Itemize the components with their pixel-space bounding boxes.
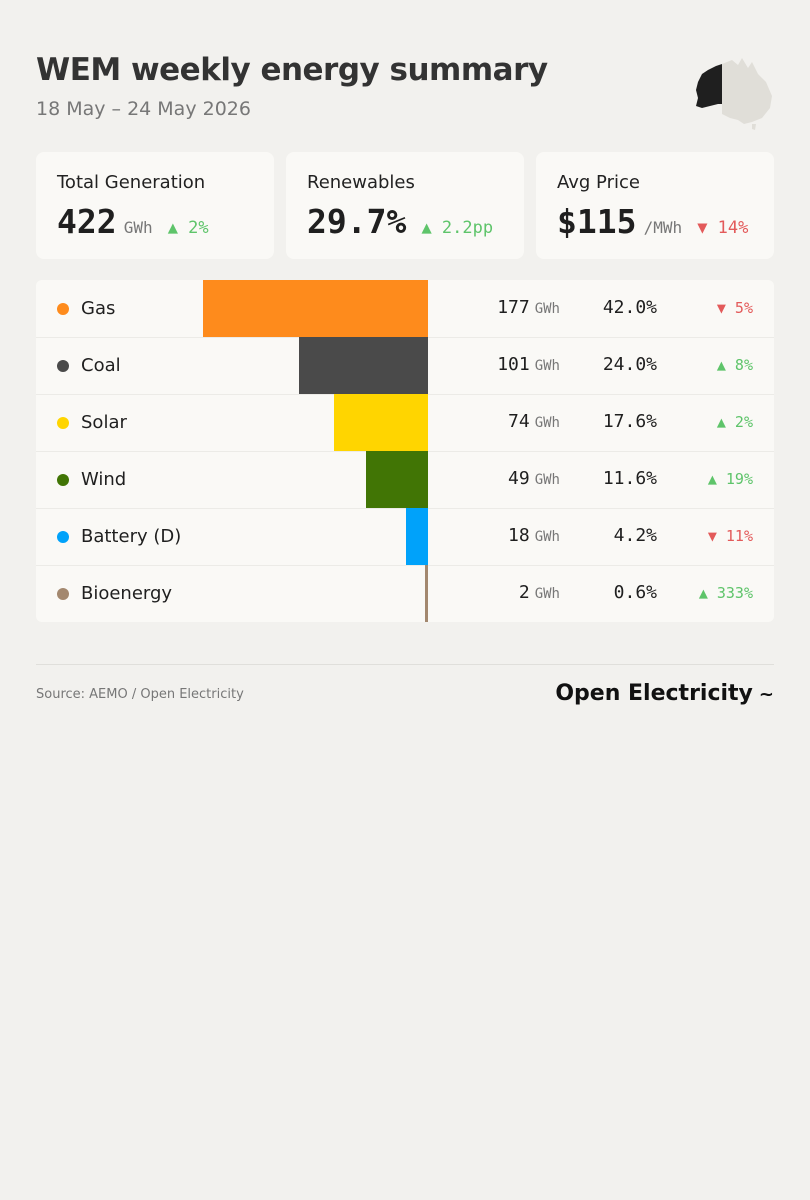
share-bar (299, 337, 428, 394)
energy-value: 101 GWh (497, 354, 560, 375)
total-generation-card: Total Generation 422 GWh ▲ 2% (36, 152, 274, 259)
energy-value: 18 GWh (508, 525, 560, 546)
wave-icon: ~ (758, 684, 774, 705)
energy-value: 177 GWh (497, 297, 560, 318)
change-indicator: ▲ 19% (707, 470, 753, 488)
energy-number: 101 (497, 354, 530, 375)
table-row: Wind 49 GWh 11.6% ▲ 19% (36, 451, 774, 509)
renewables-delta: ▲ 2.2pp (421, 218, 494, 238)
energy-number: 177 (497, 297, 530, 318)
share-percent: 42.0% (602, 297, 657, 318)
share-percent: 4.2% (613, 525, 657, 546)
table-row: Solar 74 GWh 17.6% ▲ 2% (36, 394, 774, 452)
table-row: Battery (D) 18 GWh 4.2% ▼ 11% (36, 508, 774, 566)
footer-divider (36, 664, 774, 665)
change-indicator: ▼ 5% (716, 299, 753, 317)
avg-price-value: $115 (557, 202, 637, 241)
fuel-label: Battery (D) (81, 526, 182, 547)
date-range: 18 May – 24 May 2026 (36, 98, 251, 120)
fuel-label: Coal (81, 355, 121, 376)
renewables-value: 29.7% (307, 202, 407, 241)
fuel-label: Solar (81, 412, 127, 433)
energy-unit: GWh (534, 358, 560, 374)
change-indicator: ▲ 2% (716, 413, 753, 431)
legend-dot (57, 417, 69, 429)
change-indicator: ▲ 333% (698, 584, 753, 602)
brand-logo: Open Electricity ~ (555, 681, 774, 706)
energy-number: 18 (508, 525, 530, 546)
energy-unit: GWh (534, 529, 560, 545)
legend-dot (57, 531, 69, 543)
brand-name: Open Electricity (555, 681, 753, 706)
energy-unit: GWh (534, 586, 560, 602)
card-label: Renewables (307, 172, 415, 193)
page-title: WEM weekly energy summary (36, 52, 548, 88)
table-row: Coal 101 GWh 24.0% ▲ 8% (36, 337, 774, 395)
share-bar (424, 565, 428, 622)
share-percent: 11.6% (602, 468, 657, 489)
renewables-card: Renewables 29.7% ▲ 2.2pp (286, 152, 524, 259)
fuel-tech-table: Gas 177 GWh 42.0% ▼ 5% Coal 101 GWh 24.0% ▲ 8% Sol… (36, 280, 774, 622)
total-generation-value: 422 (57, 202, 117, 241)
energy-value: 74 GWh (508, 411, 560, 432)
avg-price-unit: /MWh (643, 218, 683, 237)
energy-unit: GWh (534, 301, 560, 317)
total-generation-unit: GWh (123, 218, 153, 237)
share-bar (333, 394, 428, 451)
table-row: Bioenergy 2 GWh 0.6% ▲ 333% (36, 565, 774, 622)
card-label: Total Generation (57, 172, 206, 193)
total-generation-delta: ▲ 2% (167, 218, 209, 238)
energy-number: 2 (518, 582, 530, 603)
energy-unit: GWh (534, 415, 560, 431)
avg-price-card: Avg Price $115 /MWh ▼ 14% (536, 152, 774, 259)
avg-price-delta: ▼ 14% (697, 218, 749, 238)
change-indicator: ▲ 8% (716, 356, 753, 374)
energy-number: 49 (508, 468, 530, 489)
energy-value: 2 GWh (519, 582, 560, 603)
australia-map-icon (696, 58, 772, 130)
share-bar (365, 451, 428, 508)
card-label: Avg Price (557, 172, 640, 193)
fuel-label: Wind (81, 469, 127, 490)
fuel-label: Bioenergy (81, 583, 173, 604)
legend-dot (57, 303, 69, 315)
share-bar (405, 508, 428, 565)
legend-dot (57, 360, 69, 372)
share-percent: 24.0% (602, 354, 657, 375)
fuel-label: Gas (81, 298, 116, 319)
legend-dot (57, 474, 69, 486)
legend-dot (57, 588, 69, 600)
change-indicator: ▼ 11% (707, 527, 753, 545)
energy-number: 74 (508, 411, 530, 432)
share-percent: 0.6% (613, 582, 657, 603)
share-percent: 17.6% (602, 411, 657, 432)
energy-unit: GWh (534, 472, 560, 488)
table-row: Gas 177 GWh 42.0% ▼ 5% (36, 280, 774, 338)
source-note: Source: AEMO / Open Electricity (36, 687, 244, 702)
energy-value: 49 GWh (508, 468, 560, 489)
share-bar (203, 280, 428, 337)
